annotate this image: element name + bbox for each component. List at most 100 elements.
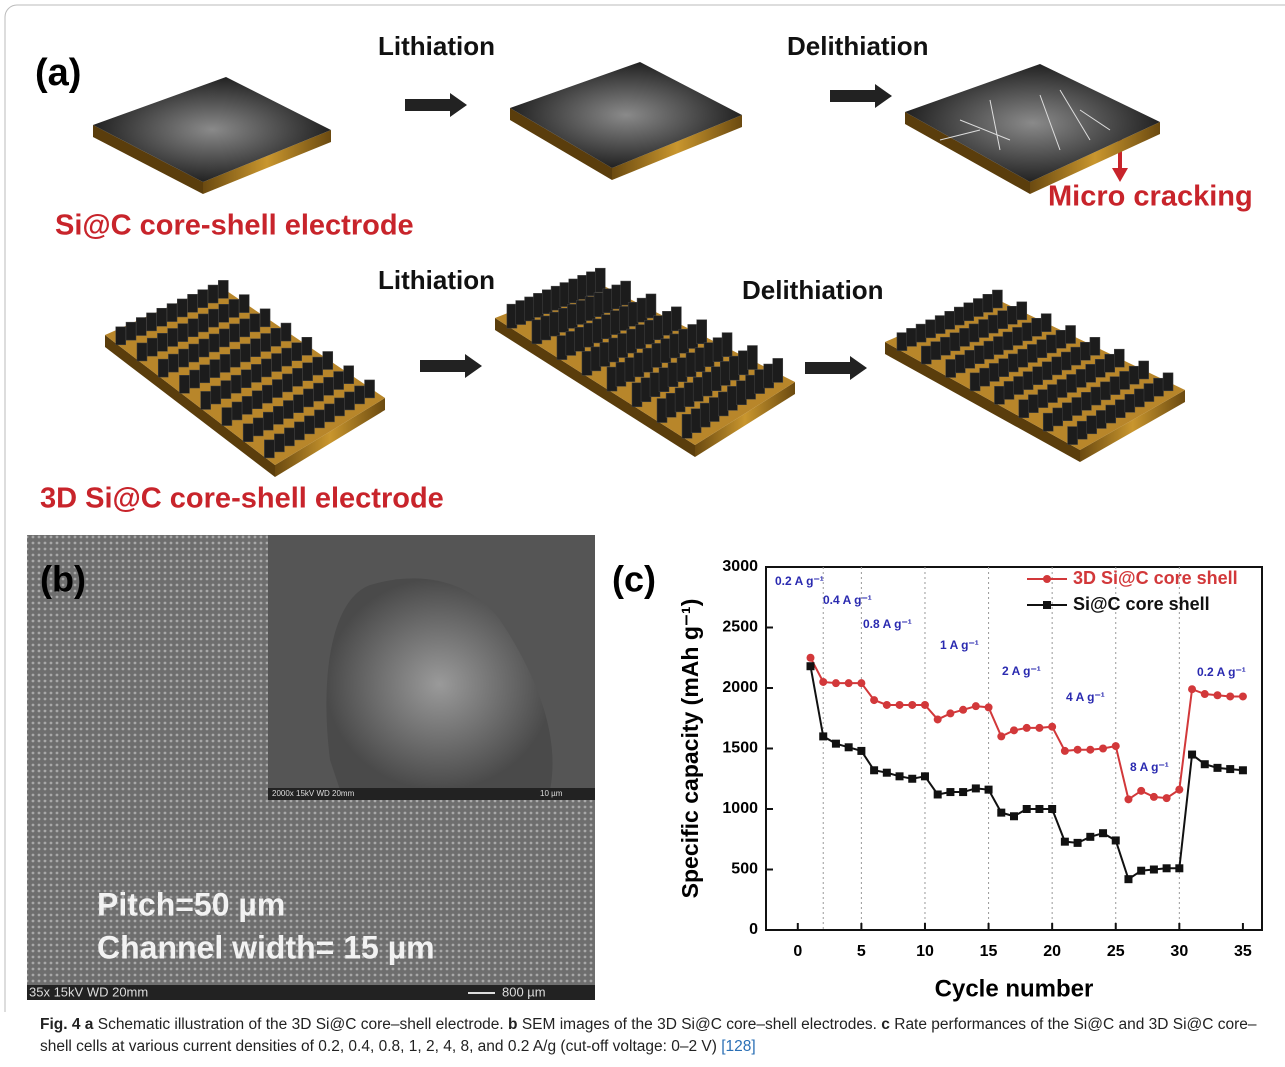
pillar xyxy=(1062,403,1072,421)
x-tick-label: 35 xyxy=(1234,943,1252,960)
pillar xyxy=(591,347,601,371)
pillar xyxy=(335,398,345,416)
pillar xyxy=(625,358,635,382)
marker xyxy=(1188,685,1196,693)
pillar xyxy=(1066,325,1076,343)
marker xyxy=(1239,692,1247,700)
pillar xyxy=(273,406,283,424)
pillar xyxy=(1038,390,1048,408)
marker xyxy=(1201,760,1209,768)
marker xyxy=(1099,745,1107,753)
pillar xyxy=(965,350,975,368)
pillar xyxy=(239,295,249,313)
sem-info: 2000x 15kV WD 20mm xyxy=(272,789,355,798)
caption-text: Schematic illustration of the 3D Si@C co… xyxy=(93,1016,503,1033)
pillar xyxy=(334,372,344,390)
pillar xyxy=(533,293,543,317)
marker xyxy=(1213,691,1221,699)
pillar xyxy=(650,373,660,397)
marker xyxy=(934,790,942,798)
marker xyxy=(997,732,1005,740)
pillar xyxy=(303,363,313,381)
pillar xyxy=(541,316,551,340)
pillar xyxy=(314,410,324,428)
marker xyxy=(1124,795,1132,803)
pillar xyxy=(677,358,687,382)
pillar xyxy=(201,391,211,409)
pillar xyxy=(1129,366,1139,384)
pillar xyxy=(147,338,157,356)
pillar xyxy=(1003,332,1013,350)
pillar xyxy=(567,304,577,328)
pillar xyxy=(1043,413,1053,431)
pillar xyxy=(621,281,631,305)
pillar xyxy=(628,302,638,326)
panel-label: (b) xyxy=(40,559,86,600)
pillar xyxy=(355,386,365,404)
pillar xyxy=(1067,374,1077,392)
pillar xyxy=(950,333,960,351)
marker xyxy=(1124,875,1132,883)
pillar xyxy=(1004,381,1014,399)
pillar xyxy=(232,402,242,420)
step-label: Delithiation xyxy=(787,31,929,61)
marker xyxy=(857,679,865,687)
marker xyxy=(1150,793,1158,801)
electrode-label: 3D Si@C core-shell electrode xyxy=(40,483,444,515)
pillar xyxy=(652,343,662,367)
page: (a) Lithiation Delithiation Micro cracki… xyxy=(0,0,1285,1067)
slab-top xyxy=(93,77,331,182)
pillar xyxy=(926,320,936,338)
marker xyxy=(883,701,891,709)
pillar xyxy=(1053,408,1063,426)
pillar xyxy=(137,343,147,361)
pillar xyxy=(282,374,292,392)
pillar xyxy=(1144,384,1154,402)
marker xyxy=(1061,838,1069,846)
sem-info: 35x 15kV WD 20mm xyxy=(29,984,148,999)
pillar xyxy=(637,298,647,322)
pillar xyxy=(230,324,240,342)
marker xyxy=(997,809,1005,817)
pillar xyxy=(609,338,619,362)
rate-label: 2 A g⁻¹ xyxy=(1002,664,1041,678)
pillar xyxy=(1087,416,1097,434)
pillar xyxy=(1061,352,1071,370)
pillar xyxy=(198,314,208,332)
slab-top xyxy=(510,62,742,168)
marker xyxy=(845,743,853,751)
marker xyxy=(857,747,865,755)
pillar xyxy=(209,309,219,327)
x-tick-label: 20 xyxy=(1043,943,1061,960)
pillar xyxy=(697,320,707,344)
pillar xyxy=(1032,318,1042,336)
pillar xyxy=(682,414,692,438)
marker xyxy=(832,679,840,687)
pillar xyxy=(1139,361,1149,379)
chart: 05001000150020002500300005101520253035Cy… xyxy=(612,558,1262,1002)
x-tick-label: 5 xyxy=(857,943,866,960)
pillar xyxy=(345,392,355,410)
pillar xyxy=(940,337,950,355)
pillar xyxy=(989,363,999,381)
pillar xyxy=(344,366,354,384)
pillar xyxy=(661,339,671,363)
marker xyxy=(908,701,916,709)
marker xyxy=(1112,836,1120,844)
caption-text[interactable]: [128] xyxy=(721,1038,755,1055)
marker xyxy=(870,766,878,774)
arrow xyxy=(405,93,467,117)
pillar xyxy=(218,280,228,298)
pillar xyxy=(643,348,653,372)
pillar xyxy=(550,312,560,336)
pillar xyxy=(679,329,689,353)
pillar xyxy=(955,355,965,373)
caption-text: Fig. 4 xyxy=(40,1016,80,1033)
marker xyxy=(1074,746,1082,754)
pillar xyxy=(662,311,672,335)
pillar xyxy=(1057,379,1067,397)
pillar xyxy=(365,380,375,398)
sem-scale: 10 µm xyxy=(540,789,563,798)
marker xyxy=(1061,747,1069,755)
rate-label: 0.8 A g⁻¹ xyxy=(863,617,912,631)
